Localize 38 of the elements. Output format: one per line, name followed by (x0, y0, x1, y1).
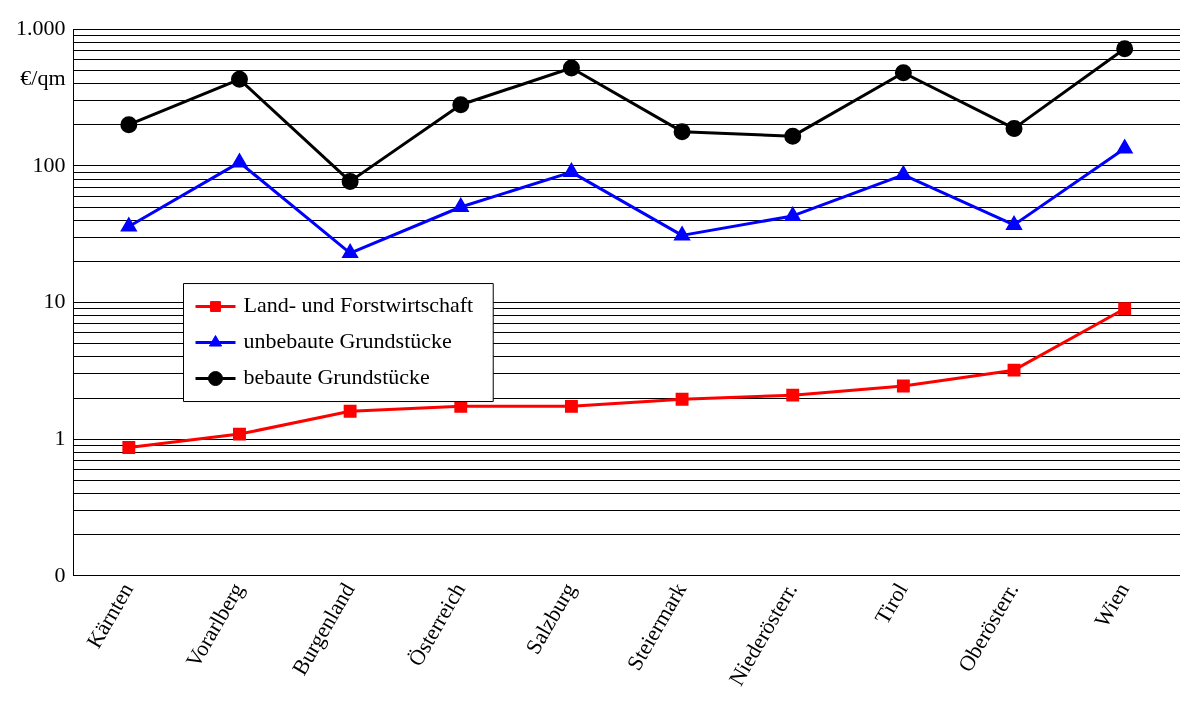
point (674, 226, 690, 241)
legend-label: Land- und Forstwirtschaft (243, 292, 474, 318)
point (675, 392, 689, 406)
point (120, 116, 138, 134)
point (1007, 363, 1021, 377)
y-tick-label: 0 (54, 561, 66, 587)
point (342, 244, 358, 259)
point (343, 404, 357, 418)
point (233, 427, 246, 441)
point (673, 123, 691, 141)
point (564, 399, 578, 413)
y-tick-label: 10 (43, 288, 66, 314)
point (341, 172, 359, 190)
point (894, 64, 912, 82)
legend-label: bebaute Grundstücke (243, 364, 430, 390)
y-axis-title: €/qm (20, 64, 66, 90)
point (121, 218, 137, 232)
point (1006, 216, 1022, 230)
point (453, 198, 469, 213)
point (562, 59, 580, 77)
point (1116, 40, 1134, 58)
point (785, 207, 801, 221)
y-tick-label: 1 (54, 424, 66, 450)
point (563, 163, 579, 178)
point (122, 441, 136, 454)
point (786, 388, 800, 402)
point (896, 379, 910, 393)
point (1005, 119, 1023, 137)
point (452, 96, 470, 114)
point (1118, 302, 1132, 316)
legend-label: unbebaute Grundstücke (243, 328, 452, 354)
point (895, 166, 911, 180)
point (1117, 140, 1133, 154)
y-tick-label: 1.000 (16, 14, 66, 40)
y-tick-label: 100 (32, 151, 66, 177)
point (231, 153, 248, 168)
point (784, 127, 802, 145)
point (230, 70, 248, 88)
